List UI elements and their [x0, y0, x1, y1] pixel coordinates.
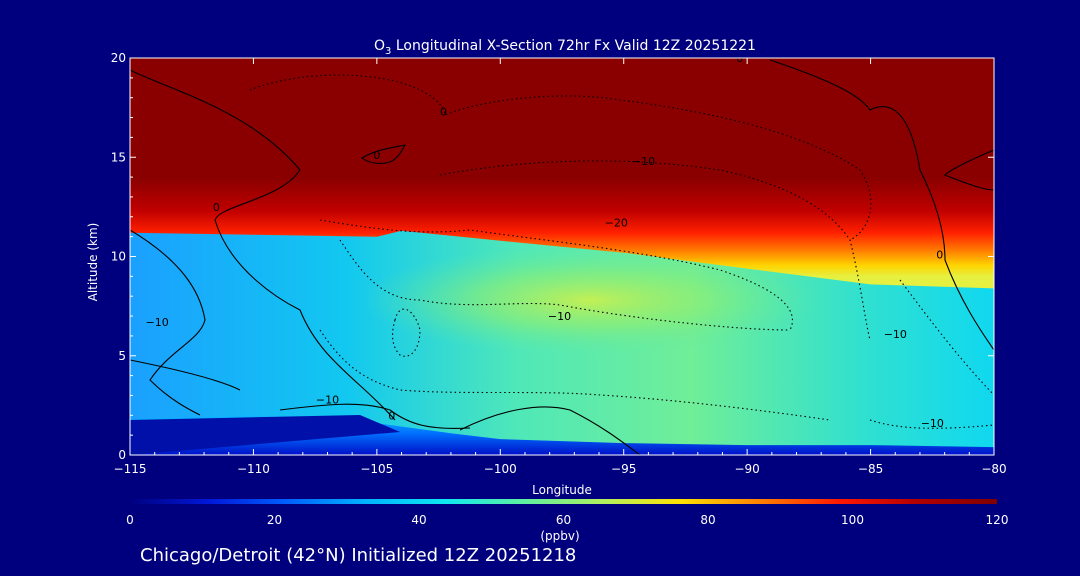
colorbar-tick-label: 40: [411, 513, 426, 527]
contour-label: −10: [884, 328, 907, 341]
colorbar-label: (ppbv): [540, 529, 579, 543]
contour-dotted: [319, 219, 793, 331]
x-tick-label: −90: [734, 462, 759, 476]
y-tick-label: 15: [111, 150, 126, 164]
x-tick-label: −110: [237, 462, 270, 476]
x-tick-label: −115: [114, 462, 147, 476]
contour-label: 0: [213, 201, 220, 214]
title-subscript: 3: [385, 46, 391, 57]
colorbar-ticks: 0 20 40 60 80 100 120: [126, 513, 1008, 527]
y-tick-label: 20: [111, 51, 126, 65]
contour-solid: [130, 229, 206, 416]
x-tick-label: −105: [360, 462, 393, 476]
x-tick-label: −100: [484, 462, 517, 476]
contour-dotted: [899, 279, 994, 396]
contour-label: −20: [605, 217, 628, 230]
contour-label: 0: [388, 409, 395, 422]
x-axis-label: Longitude: [532, 483, 592, 497]
y-axis-label: Altitude (km): [86, 223, 100, 302]
contour-label: −10: [921, 417, 944, 430]
contour-label: 0: [936, 249, 943, 262]
contour-dotted: [339, 239, 791, 331]
contour-solid: [459, 406, 641, 455]
contour-label: −10: [548, 310, 571, 323]
y-tick-label: 5: [118, 349, 126, 363]
y-axis: 0 5 10 15 20: [111, 51, 994, 462]
low-ozone-surface-pool: [130, 415, 400, 455]
contour-lines: [130, 59, 994, 455]
contour-solid: [130, 69, 396, 421]
colorbar-tick-label: 100: [841, 513, 864, 527]
plot-area: 0 0 0 0 −10 −20 −10 −10 −10 −10 0 −10 0: [130, 52, 994, 455]
y-tick-label: 0: [118, 448, 126, 462]
x-tick-label: −85: [858, 462, 883, 476]
colorbar-tick-label: 60: [556, 513, 571, 527]
contour-solid: [279, 403, 471, 429]
contour-label: 0: [736, 52, 743, 65]
x-tick-label: −80: [981, 462, 1006, 476]
footer-caption: Chicago/Detroit (42°N) Initialized 12Z 2…: [140, 545, 576, 566]
contour-label: −10: [146, 316, 169, 329]
x-axis: −115 −110 −105 −100 −95 −90 −85 −80: [114, 58, 1007, 476]
contour-dotted: [392, 308, 421, 357]
contour-dotted: [439, 160, 871, 341]
title-rest: Longitudinal X-Section 72hr Fx Valid 12Z…: [391, 38, 756, 54]
colorbar: [130, 499, 997, 504]
contour-solid: [944, 149, 994, 191]
contour-label: 0: [440, 106, 447, 119]
contour-label: 0: [373, 149, 380, 162]
midlevel-ozone-maximum: [360, 245, 820, 355]
title-prefix: O: [374, 38, 385, 54]
colorbar-tick-label: 120: [986, 513, 1009, 527]
contour-label: −10: [632, 155, 655, 168]
contour-solid: [130, 359, 241, 391]
x-tick-label: −95: [611, 462, 636, 476]
contour-labels: 0 0 0 0 −10 −20 −10 −10 −10 −10 0 −10 0: [146, 52, 944, 430]
colorbar-tick-label: 0: [126, 513, 134, 527]
contour-solid: [769, 59, 994, 351]
colorbar-tick-label: 80: [700, 513, 715, 527]
contour-solid: [361, 144, 406, 164]
contour-dotted: [249, 74, 872, 241]
contour-dotted: [319, 329, 831, 421]
y-tick-label: 10: [111, 250, 126, 264]
chart-title: O3 Longitudinal X-Section 72hr Fx Valid …: [374, 38, 756, 57]
colorbar-tick-label: 20: [267, 513, 282, 527]
stratosphere-region: [130, 58, 994, 289]
contour-label: −10: [316, 393, 339, 406]
